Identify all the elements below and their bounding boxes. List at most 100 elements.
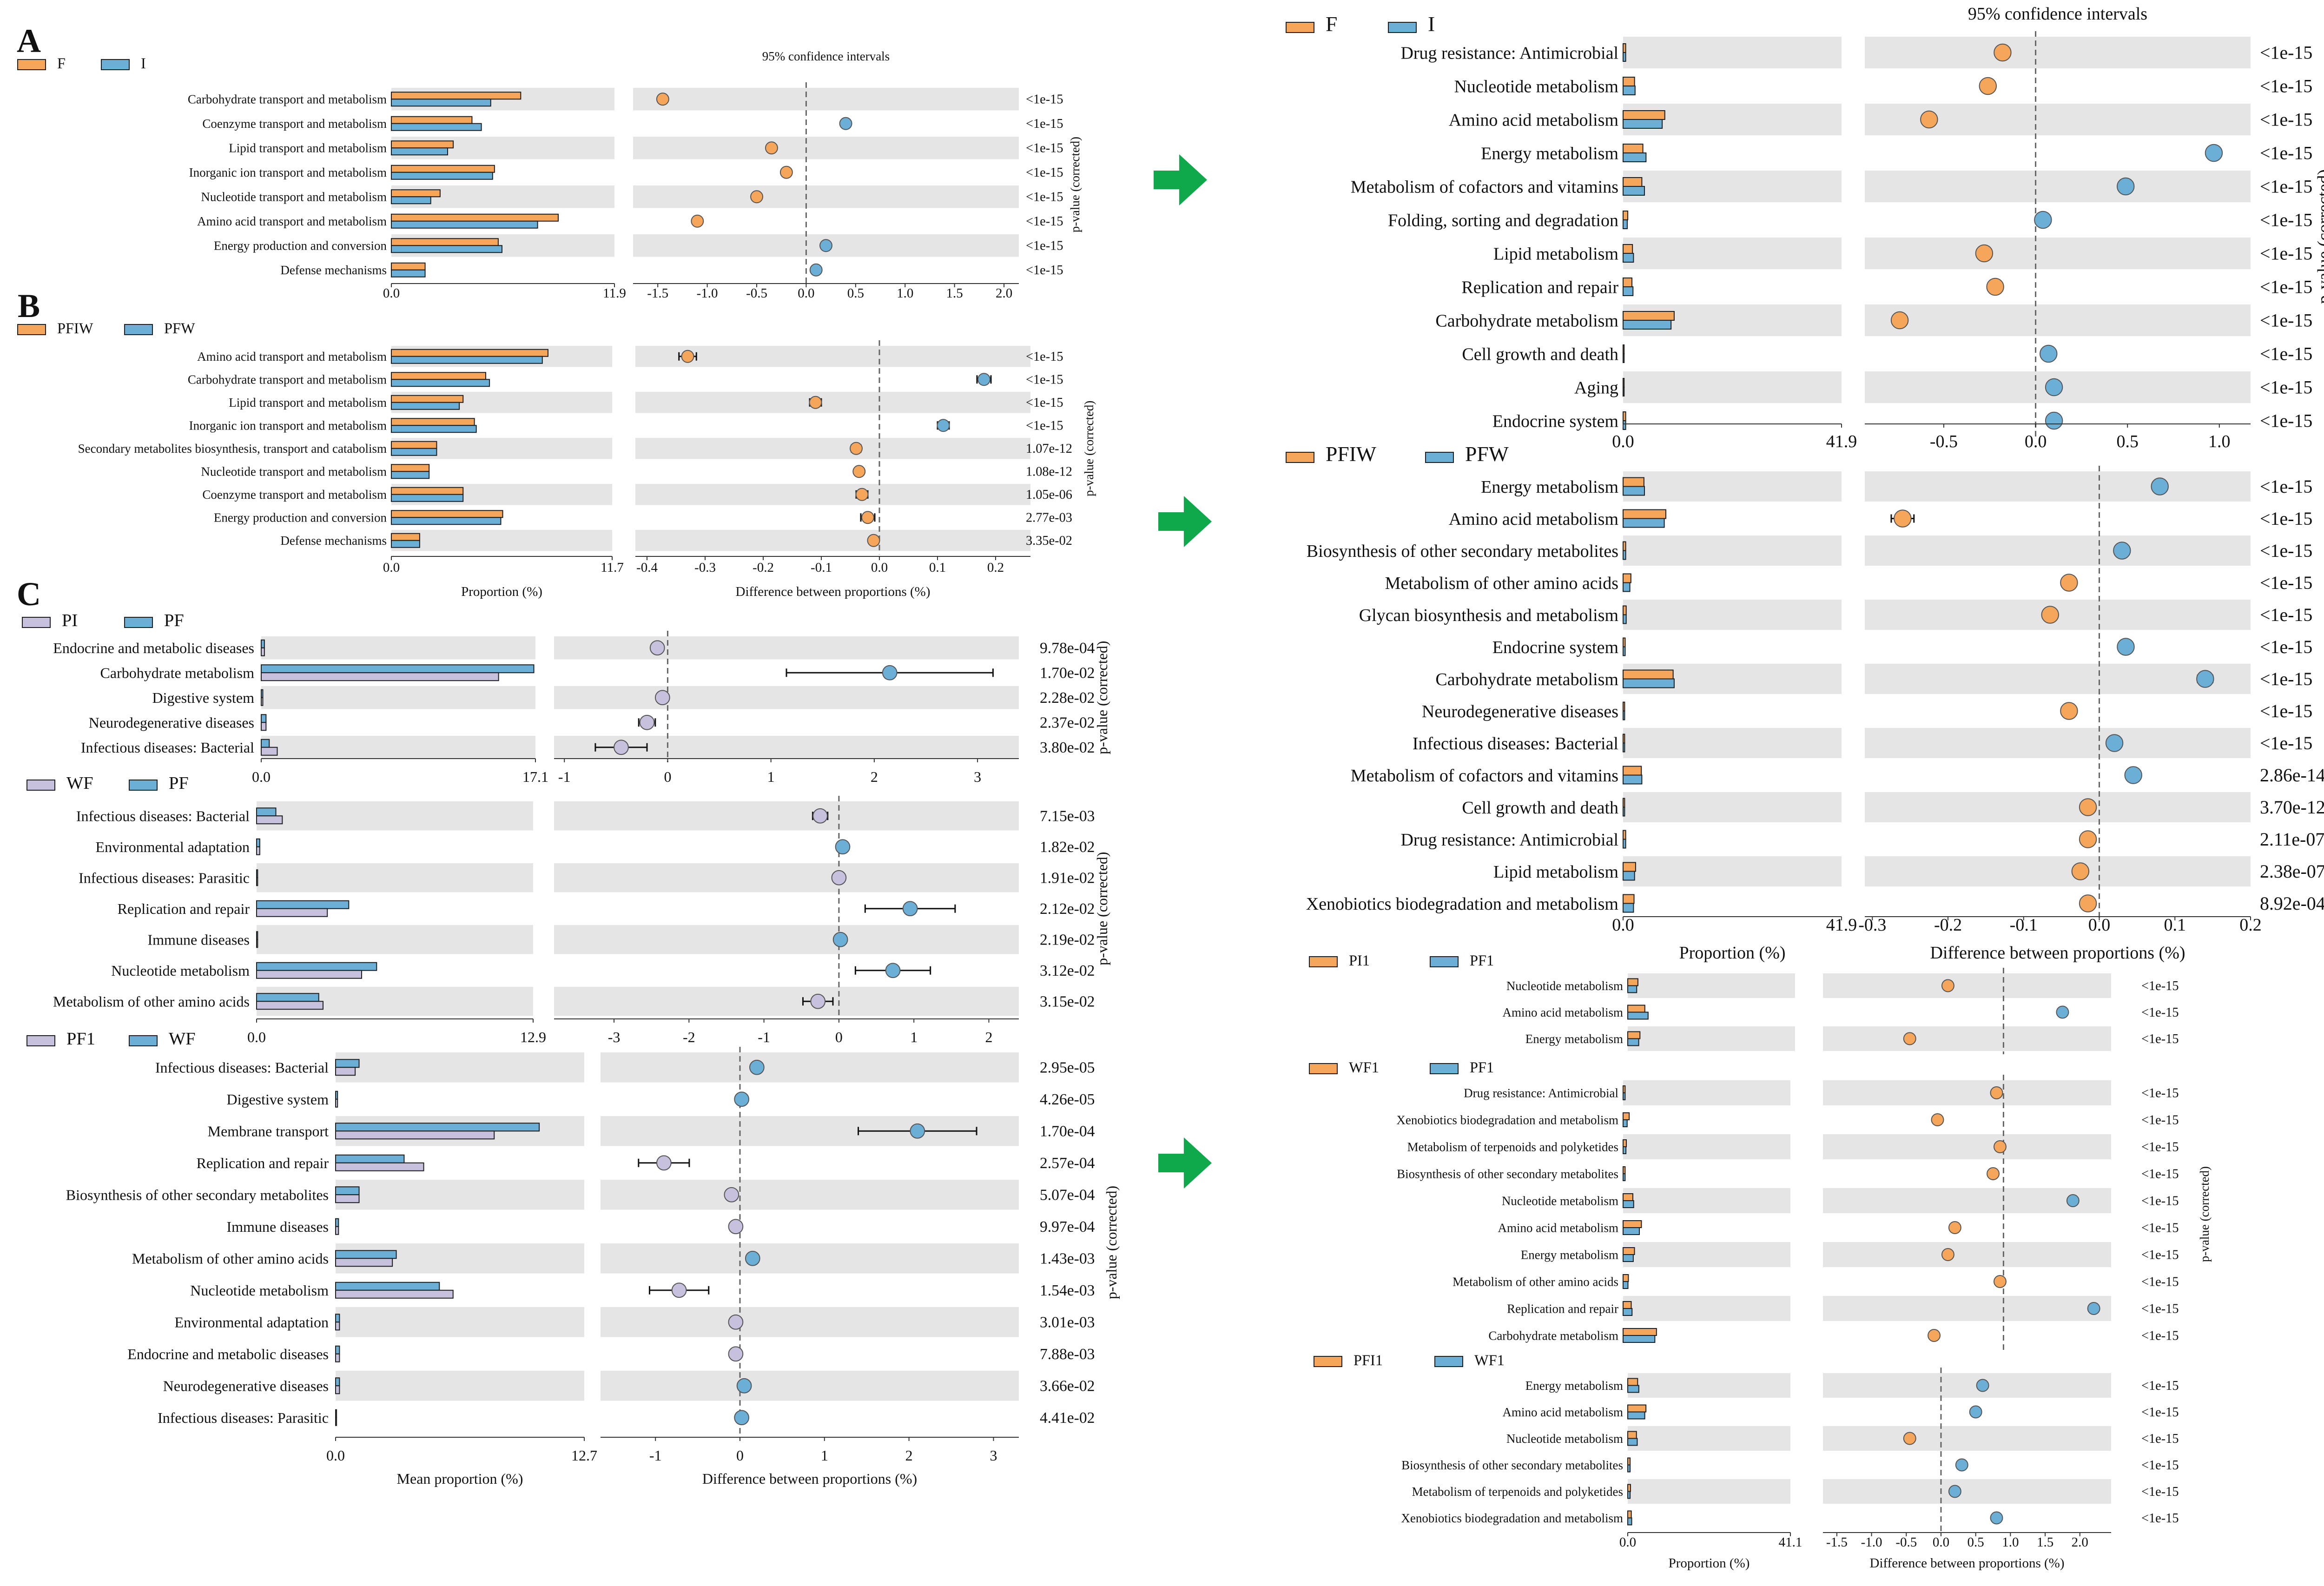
diff-point xyxy=(1987,1167,2000,1180)
category-label: Metabolism of other amino acids xyxy=(53,993,250,1010)
row-band-right xyxy=(601,1180,1019,1210)
diff-axis-tick-label: 0 xyxy=(664,768,671,785)
category-label: Inorganic ion transport and metabolism xyxy=(189,165,387,179)
p-value: 1.70e-02 xyxy=(1040,664,1095,681)
bar-PI xyxy=(261,672,499,681)
category-label: Nucleotide metabolism xyxy=(111,962,250,979)
diff-point xyxy=(1890,311,1909,330)
category-label: Amino acid transport and metabolism xyxy=(197,214,387,228)
bar-F xyxy=(1623,77,1635,86)
category-label: Amino acid metabolism xyxy=(1503,1405,1623,1419)
diff-axis-tick-label: -1.5 xyxy=(647,286,668,301)
p-value: <1e-15 xyxy=(2260,700,2312,721)
category-label: Folding, sorting and degradation xyxy=(1388,211,1618,230)
legend-label-F: F xyxy=(57,55,66,72)
p-value: 1.82e-02 xyxy=(1040,839,1095,856)
row-band-left xyxy=(1623,792,1842,822)
bar-PF xyxy=(261,664,535,674)
bar-WF xyxy=(335,1059,360,1068)
diff-point xyxy=(1986,278,2004,296)
p-value: 9.78e-04 xyxy=(1040,640,1095,657)
row-band-left xyxy=(1623,1242,1790,1267)
bar-PFIW xyxy=(1623,830,1626,840)
bar-PFIW xyxy=(391,372,486,380)
category-label: Energy production and conversion xyxy=(214,239,387,253)
diff-axis-tick-label: -0.1 xyxy=(811,560,832,575)
diff-axis-tick-label: -1 xyxy=(758,1029,770,1045)
p-value: 1.54e-03 xyxy=(1040,1282,1095,1299)
category-label: Carbohydrate transport and metabolism xyxy=(188,373,387,387)
legend-swatch-I xyxy=(1388,22,1417,33)
bar-WF xyxy=(335,1345,340,1355)
arrows-layer xyxy=(1154,154,1212,1189)
category-label: Neurodegenerative diseases xyxy=(1422,702,1618,721)
diff-point xyxy=(1994,43,2012,62)
bar-WF xyxy=(335,1154,405,1163)
bar-WF xyxy=(335,1409,337,1418)
legend-swatch-PI xyxy=(22,617,51,628)
row-band-right xyxy=(1865,37,2251,68)
diff-point xyxy=(1990,1086,2003,1099)
row-band-left xyxy=(1623,371,1842,403)
p-value: 2.19e-02 xyxy=(1040,931,1095,948)
category-label: Digestive system xyxy=(152,689,254,706)
row-band-left xyxy=(1623,600,1842,630)
prop-axis-tick-label: 0.0 xyxy=(326,1447,345,1464)
prop-axis-tick-label: 0.0 xyxy=(1612,915,1634,935)
diff-axis-tick-label: -2 xyxy=(683,1029,695,1045)
diff-axis-tick-label: 2.0 xyxy=(2072,1535,2088,1550)
bar-I xyxy=(391,172,493,180)
diff-point xyxy=(809,263,823,277)
p-value: <1e-15 xyxy=(1026,373,1063,387)
bar-I xyxy=(1623,86,1636,95)
bar-WF1 xyxy=(1623,1274,1629,1282)
category-label: Carbohydrate metabolism xyxy=(1488,1328,1618,1342)
p-value: 3.66e-02 xyxy=(1040,1377,1095,1394)
diff-axis-tick-label: 1 xyxy=(910,1029,918,1045)
p-value: <1e-15 xyxy=(1026,165,1063,180)
diff-point xyxy=(734,1410,749,1426)
diff-axis-tick-label: 1.0 xyxy=(2208,432,2231,451)
row-band-right xyxy=(633,88,1019,111)
category-label: Coenzyme transport and metabolism xyxy=(202,488,387,502)
row-band-right xyxy=(633,137,1019,159)
p-value: 1.08e-12 xyxy=(1026,465,1072,479)
p-value: 3.15e-02 xyxy=(1040,993,1095,1010)
prop-axis-tick-label: 0.0 xyxy=(1612,432,1634,451)
bar-I xyxy=(1623,186,1645,196)
diff-point xyxy=(2060,574,2078,592)
category-label: Energy metabolism xyxy=(1481,477,1618,497)
bar-PF1 xyxy=(1623,1200,1634,1208)
row-band-left xyxy=(336,1371,584,1401)
bar-WF1 xyxy=(1623,1112,1630,1120)
p-value-axis-label: p-value (corrected) xyxy=(1103,1186,1120,1299)
prop-axis-tick-label: 0.0 xyxy=(252,768,271,785)
diff-point xyxy=(2060,702,2078,720)
diff-axis-tick-label: 2 xyxy=(871,768,878,785)
prop-axis-label: Mean proportion (%) xyxy=(397,1470,523,1487)
category-label: Drug resistance: Antimicrobial xyxy=(1400,43,1618,63)
diff-point xyxy=(2071,862,2090,880)
bar-PFIW xyxy=(1623,573,1631,583)
diff-point xyxy=(910,1123,925,1139)
diff-axis-label: Difference between proportions (%) xyxy=(702,1470,917,1487)
diff-point xyxy=(2105,734,2124,752)
panel-R1: 95% confidence intervals F I Drug resistanc… xyxy=(1286,4,2324,451)
bar-PF1 xyxy=(335,1194,360,1203)
bar-PF1 xyxy=(1623,1119,1628,1127)
diff-axis-tick-label: 0 xyxy=(736,1447,744,1464)
bar-F xyxy=(1623,211,1629,220)
row-band-right xyxy=(601,1371,1019,1401)
bar-PI xyxy=(261,722,267,731)
bar-PF1 xyxy=(1623,1281,1629,1289)
p-value: 3.70e-12 xyxy=(2260,797,2324,818)
bar-PF xyxy=(261,714,267,723)
diff-point xyxy=(734,1091,749,1107)
bar-I xyxy=(1623,152,1647,162)
diff-point xyxy=(2151,477,2169,496)
diff-point xyxy=(2039,344,2058,363)
p-value: <1e-15 xyxy=(2141,1005,2179,1020)
row-band-left xyxy=(1628,1373,1790,1398)
bar-PFW xyxy=(391,471,430,479)
bar-F xyxy=(391,116,473,124)
